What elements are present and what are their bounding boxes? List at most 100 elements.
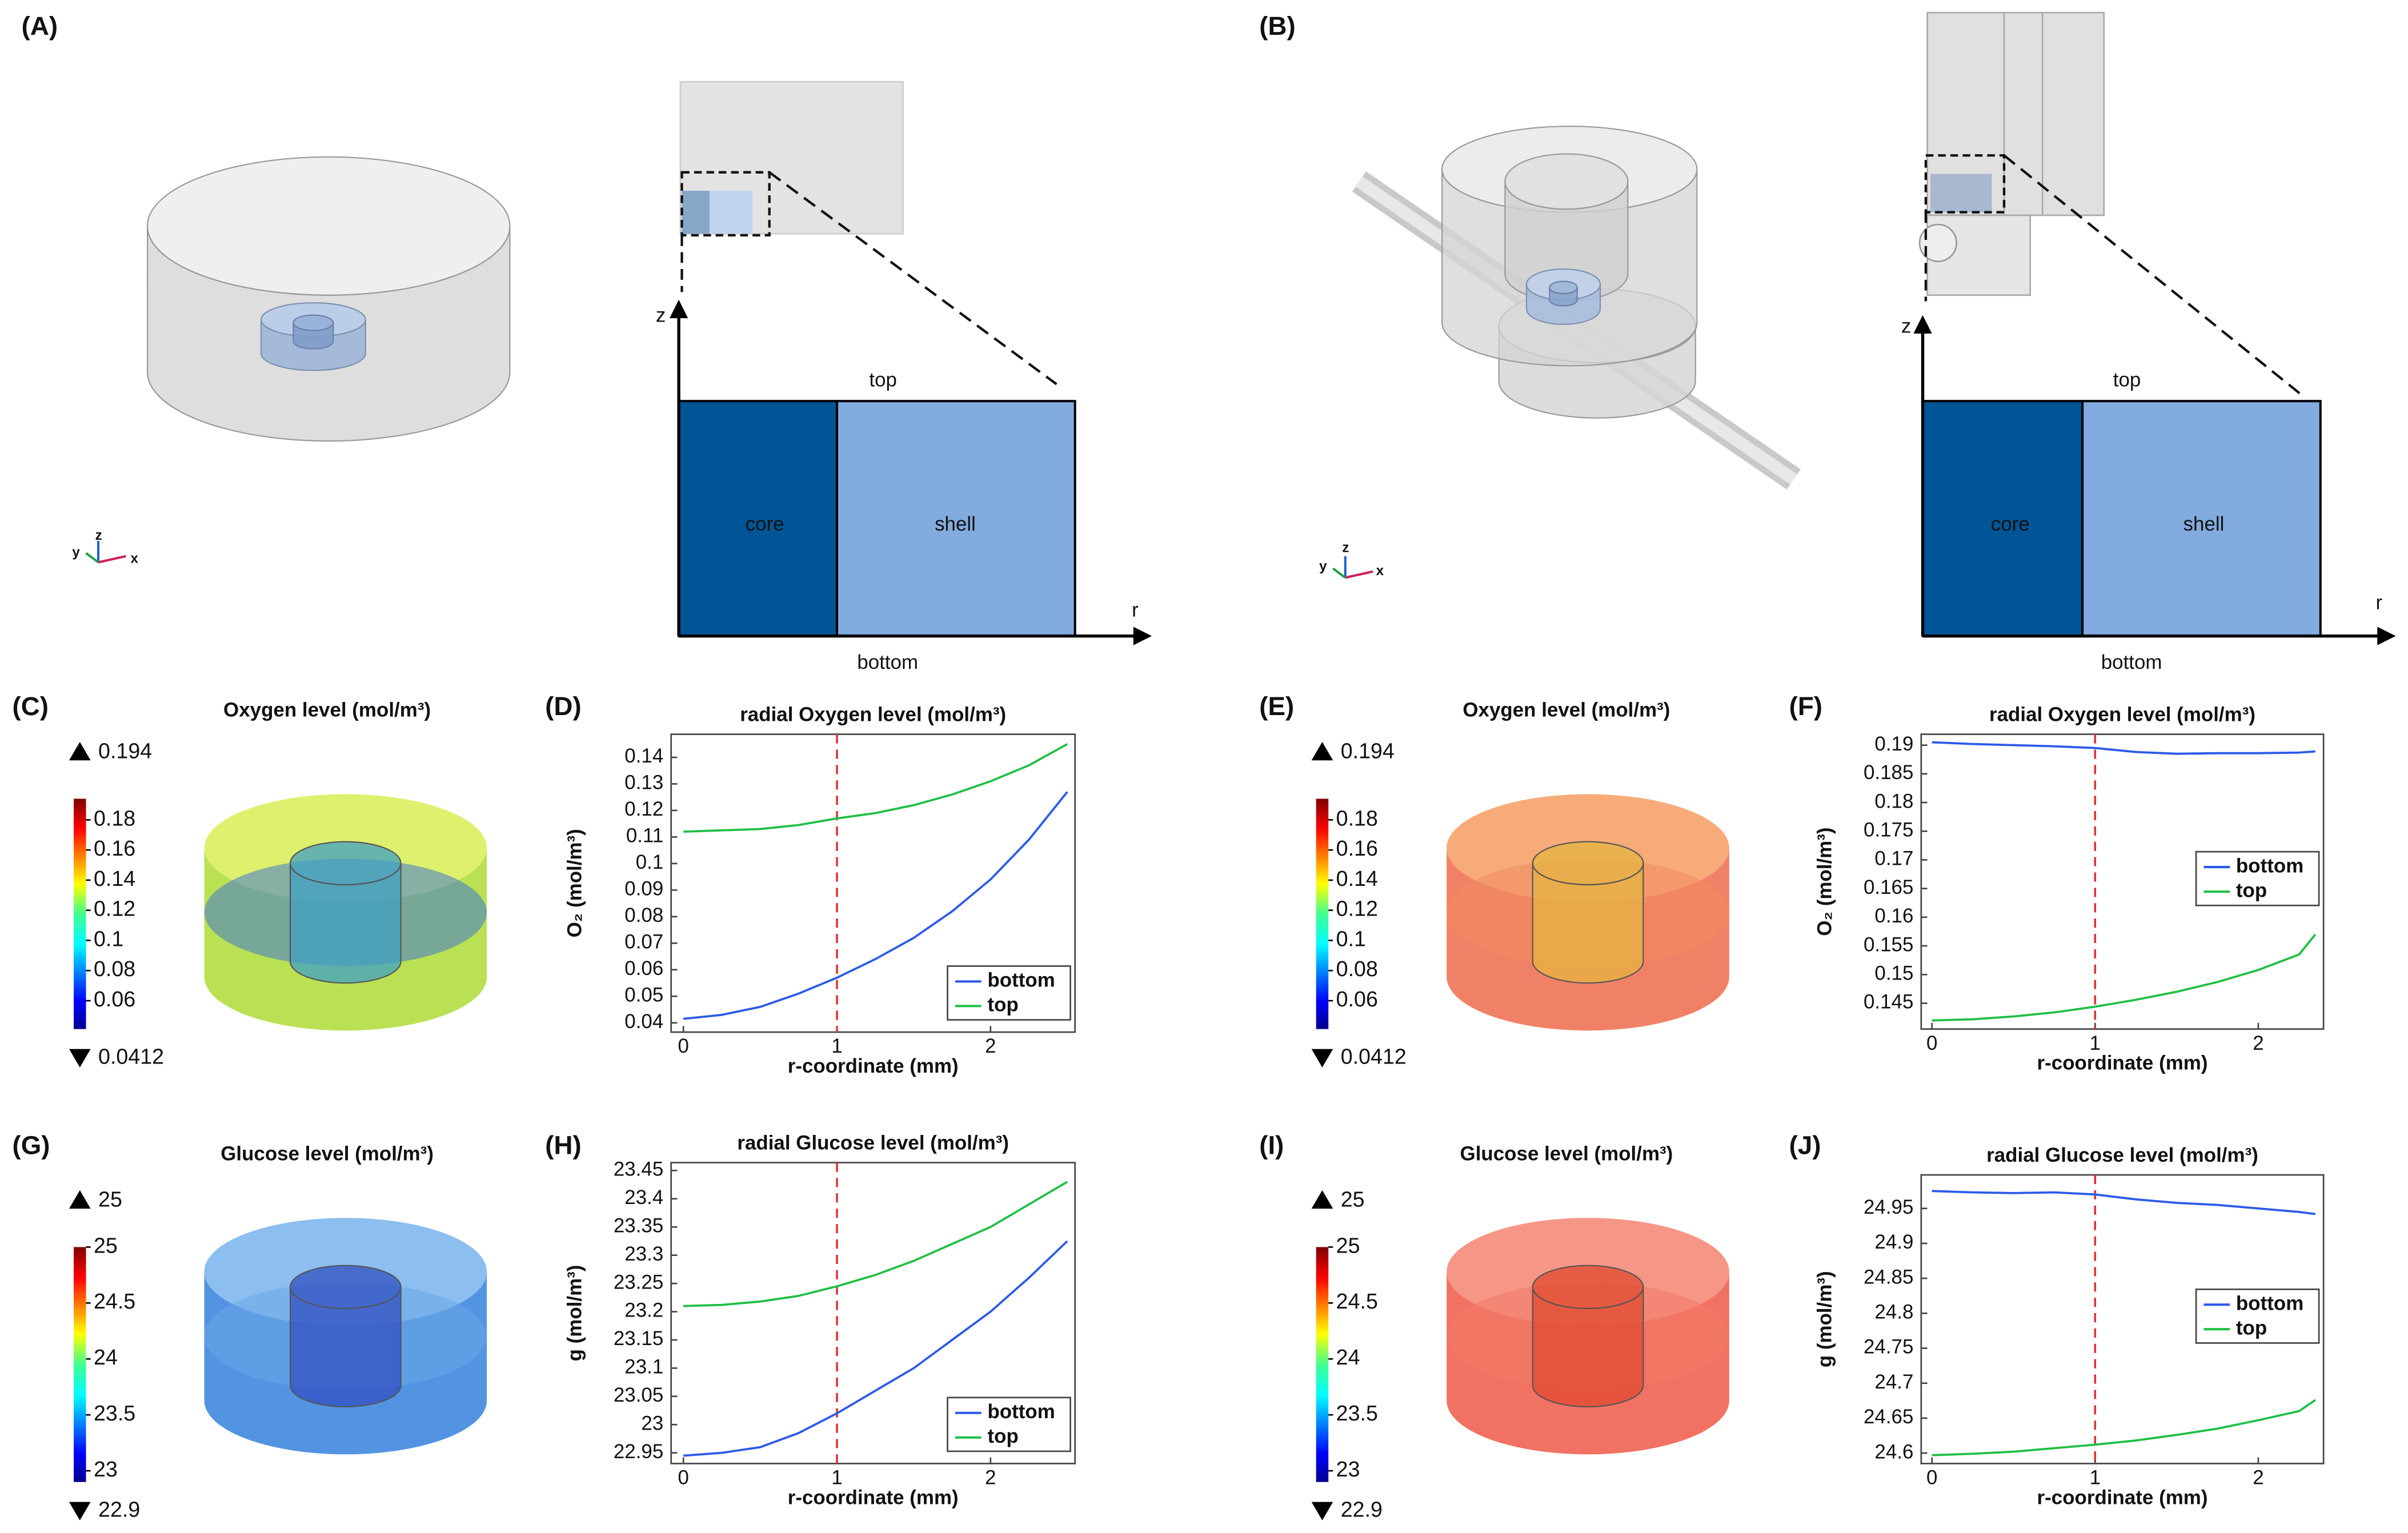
- y-tick-label: 0.155: [1864, 933, 1913, 956]
- colorbar-tick-label: 0.1: [1336, 926, 1366, 950]
- boundary-label: top: [869, 369, 897, 391]
- line-series: [683, 791, 1068, 1020]
- plot-frame: [1920, 733, 2325, 1030]
- colorbar-tick-label: 0.08: [1336, 957, 1378, 981]
- panel-label: (D): [545, 692, 581, 721]
- chart-title: radial Oxygen level (mol/m³): [1989, 704, 2255, 726]
- colorbar-tick-label: 23: [94, 1457, 118, 1481]
- plot-frame: [670, 733, 1076, 1033]
- colorbar-min: 0.0412: [1341, 1045, 1407, 1069]
- x-axis-label: r-coordinate (mm): [788, 1055, 959, 1077]
- colorbar-tick-label: 0.18: [1336, 806, 1378, 830]
- y-tick-label: 0.05: [624, 984, 663, 1006]
- colorbar: [1316, 798, 1329, 1029]
- chart-title: radial Glucose level (mol/m³): [1986, 1144, 2258, 1166]
- y-tick-label: 23.35: [614, 1214, 663, 1237]
- y-tick-label: 0.19: [1874, 733, 1913, 755]
- panel-label: (H): [545, 1131, 581, 1160]
- colorbar-tick-label: 0.18: [94, 806, 135, 830]
- region-label: shell: [2183, 513, 2225, 535]
- y-tick-label: 0.12: [624, 798, 663, 820]
- colorbar-tick-label: 24.5: [1336, 1289, 1378, 1313]
- x-tick-label: 2: [985, 1035, 996, 1057]
- boundary-label: bottom: [2101, 651, 2162, 673]
- boundary-label: top: [2113, 369, 2141, 391]
- chart-title: radial Glucose level (mol/m³): [737, 1132, 1009, 1154]
- geometry-side-view: [1918, 11, 2305, 398]
- colorbar-tick-label: 0.16: [1336, 836, 1378, 860]
- colorbar: [74, 798, 86, 1029]
- panel-labels: (A) (B) (C) (D) (E) (F) (G) (H) (I) (J): [13, 11, 1823, 1160]
- y-tick-label: 0.14: [624, 745, 663, 767]
- line-series: [1932, 1399, 2316, 1456]
- y-tick-label: 0.165: [1864, 876, 1913, 898]
- y-axis-label: O₂ (mol/m³): [563, 829, 586, 937]
- region-label: shell: [935, 513, 976, 535]
- y-tick-label: 0.17: [1874, 848, 1913, 870]
- cylinder-top: [1532, 841, 1644, 886]
- y-tick-label: 0.1: [636, 851, 664, 873]
- y-tick-label: 23.4: [624, 1186, 663, 1209]
- y-tick-label: 24.95: [1864, 1196, 1913, 1218]
- y-tick-label: 23: [641, 1412, 663, 1434]
- y-tick-label: 0.08: [624, 904, 663, 926]
- cylinder-top: [1532, 1265, 1644, 1309]
- y-tick-label: 0.07: [624, 931, 663, 953]
- schematic: z r top bottom core shell: [656, 299, 1152, 673]
- cylinder-top: [293, 314, 334, 331]
- colorbar-min: 22.9: [1341, 1498, 1383, 1522]
- panel-label: (C): [13, 692, 49, 721]
- colorbar-tick-label: 23: [1336, 1457, 1360, 1481]
- y-tick-label: 24.75: [1864, 1336, 1913, 1358]
- colorbar-tick-label: 0.16: [94, 836, 135, 860]
- triad-label: z: [1342, 540, 1349, 556]
- y-tick-label: 0.15: [1874, 962, 1913, 985]
- y-tick-label: 0.11: [626, 825, 663, 847]
- y-axis-label: g (mol/m³): [1813, 1271, 1836, 1367]
- x-tick-label: 0: [678, 1035, 689, 1057]
- colorbar-tick-label: 0.06: [94, 987, 135, 1011]
- axis-label: r: [1132, 599, 1139, 621]
- legend-label: top: [987, 1425, 1018, 1447]
- colorbar-tick-label: 0.14: [1336, 866, 1378, 890]
- colorbar-tick-label: 25: [1336, 1233, 1360, 1257]
- cylinder-top: [289, 1265, 402, 1309]
- y-tick-label: 24.7: [1874, 1371, 1913, 1393]
- y-tick-label: 24.65: [1864, 1406, 1913, 1428]
- y-tick-label: 0.18: [1874, 790, 1913, 812]
- cylinder-top: [146, 156, 511, 296]
- colorbar-tick-label: 24: [94, 1345, 118, 1369]
- x-tick-label: 1: [2090, 1032, 2101, 1054]
- panel-label: (J): [1789, 1131, 1821, 1160]
- y-tick-label: 23.2: [624, 1299, 663, 1322]
- panel-label: (A): [22, 11, 58, 41]
- legend: [2195, 850, 2320, 906]
- boundary-label: bottom: [857, 651, 918, 673]
- line-series: [1932, 1190, 2316, 1215]
- colorbar-tick-label: 25: [94, 1233, 118, 1257]
- panel-label: (F): [1789, 692, 1822, 721]
- triad-label: y: [1319, 559, 1327, 574]
- legend-label: bottom: [987, 1400, 1055, 1423]
- axis-label: z: [1901, 315, 1911, 337]
- colorbar-tick-label: 0.08: [94, 957, 135, 981]
- y-tick-label: 0.13: [624, 772, 663, 794]
- max-marker: [69, 741, 91, 761]
- line-series: [1932, 741, 2316, 755]
- cylinder-top: [289, 841, 402, 886]
- colorbar-title: Glucose level (mol/m³): [221, 1142, 434, 1165]
- x-tick-label: 2: [2253, 1467, 2263, 1489]
- line-series: [1932, 933, 2317, 1022]
- y-axis-label: O₂ (mol/m³): [1813, 828, 1836, 936]
- colorbar: [1316, 1247, 1329, 1482]
- max-marker: [1311, 741, 1333, 761]
- colorbar-tick-label: 23.5: [1336, 1401, 1378, 1425]
- y-tick-label: 23.45: [614, 1158, 663, 1181]
- legend: [947, 965, 1071, 1021]
- geometry-side-view: [679, 81, 1057, 386]
- cylinder-top: [1504, 153, 1629, 210]
- axis-triad: x y z x y z: [72, 528, 1384, 579]
- colorbar-min: 0.0412: [98, 1045, 164, 1069]
- y-tick-label: 0.09: [624, 878, 663, 900]
